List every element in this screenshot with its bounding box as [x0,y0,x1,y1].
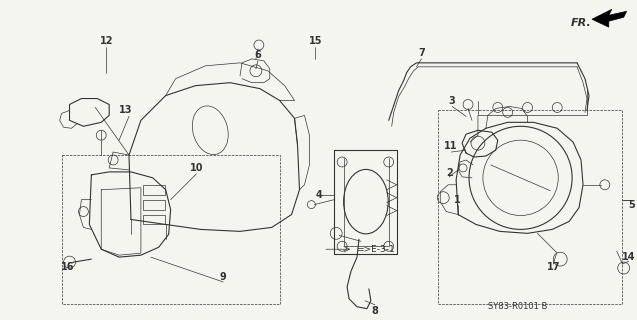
Text: SY83-R0101 B: SY83-R0101 B [488,302,547,311]
Text: 4: 4 [316,190,323,200]
Bar [143,200,165,210]
Text: 11: 11 [445,141,458,151]
Bar [143,214,165,224]
Text: 1: 1 [454,195,461,205]
Text: 17: 17 [547,262,560,272]
Text: 14: 14 [622,252,635,262]
Text: 13: 13 [119,105,132,116]
Text: 15: 15 [308,36,322,46]
Text: 8: 8 [371,306,378,316]
Text: 10: 10 [190,163,203,173]
Text: 3: 3 [449,96,455,106]
Text: FR.: FR. [571,18,592,28]
Bar [62,155,280,304]
Text: 9: 9 [220,272,227,282]
Bar [143,185,165,195]
Text: 7: 7 [418,48,425,58]
Text: 2: 2 [446,168,452,178]
Text: 5: 5 [628,200,635,210]
Bar [438,110,622,304]
Text: 12: 12 [99,36,113,46]
Text: =>E-3-1: =>E-3-1 [356,245,395,254]
Text: 16: 16 [61,262,75,272]
Polygon shape [592,9,627,27]
Text: 6: 6 [255,50,261,60]
